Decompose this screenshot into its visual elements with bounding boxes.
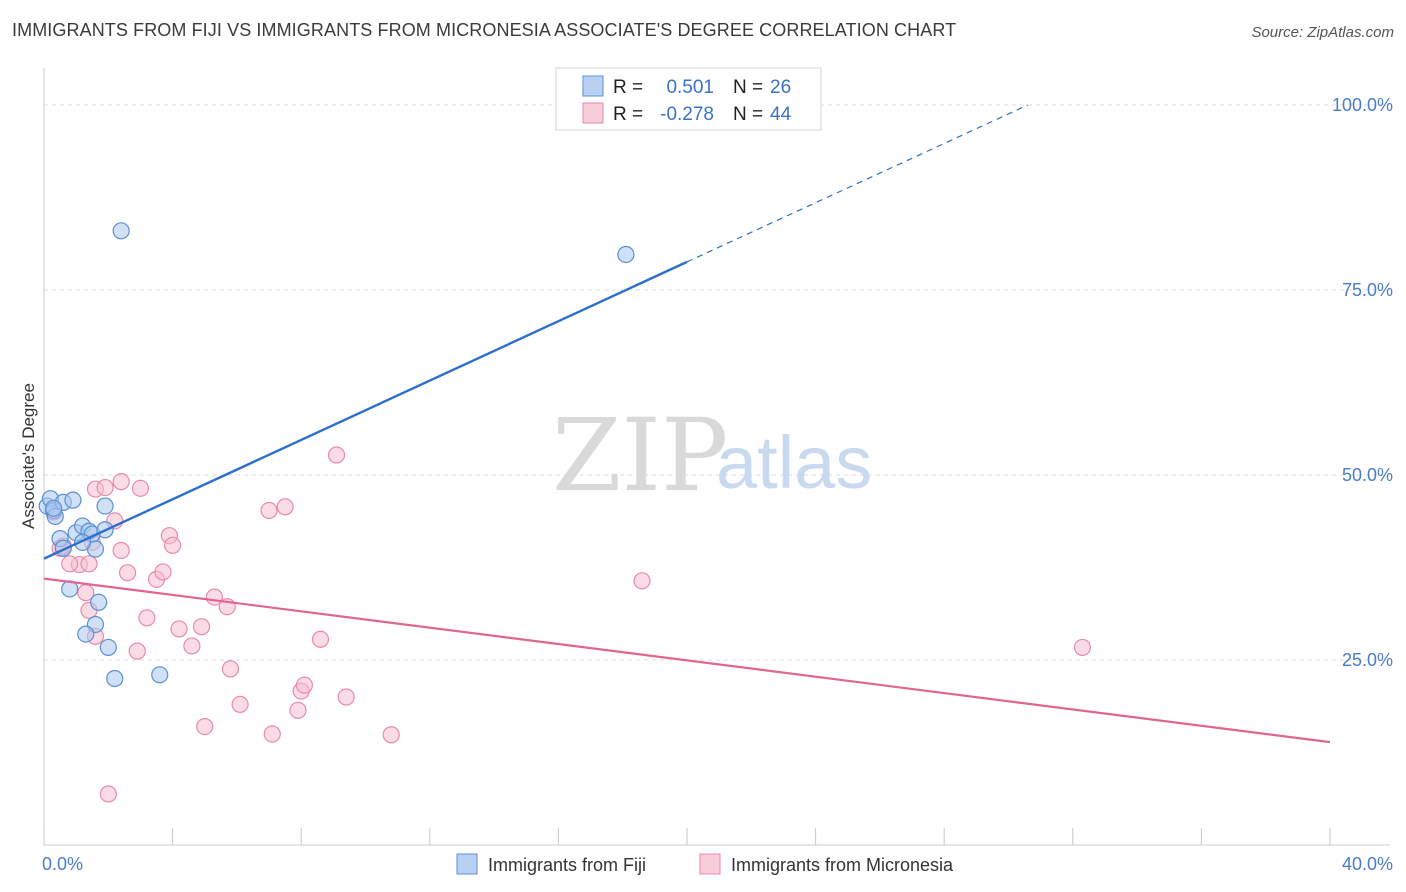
micronesia-point bbox=[61, 555, 79, 573]
y-tick-labels: 25.0% 50.0% 75.0% 100.0% bbox=[1332, 95, 1393, 670]
legend-fiji-r-value: 0.501 bbox=[666, 77, 714, 98]
stats-legend: R = 0.501 N = 26 R = -0.278 N = 44 bbox=[555, 67, 822, 131]
fiji-point bbox=[77, 625, 95, 643]
legend-micro-n-value: 44 bbox=[770, 104, 792, 125]
micronesia-point bbox=[118, 564, 137, 582]
micronesia-point bbox=[337, 688, 355, 706]
micronesia-point bbox=[96, 478, 114, 497]
fiji-trend-line bbox=[43, 260, 688, 560]
micronesia-point bbox=[289, 701, 307, 719]
micronesia-point bbox=[138, 609, 156, 627]
fiji-point bbox=[99, 638, 117, 657]
micronesia-point bbox=[633, 572, 651, 590]
micronesia-point bbox=[311, 630, 330, 648]
legend-fiji-r-label: R = bbox=[613, 77, 643, 98]
y-tick-label-75: 75.0% bbox=[1342, 280, 1393, 300]
micronesia-point bbox=[164, 536, 182, 554]
legend-fiji-n-value: 26 bbox=[770, 77, 791, 98]
x-tick-label-max: 40.0% bbox=[1342, 854, 1393, 874]
micronesia-point bbox=[221, 660, 240, 678]
micronesia-point bbox=[276, 498, 294, 516]
micronesia-point bbox=[263, 725, 281, 743]
legend-micro-r-value: -0.278 bbox=[660, 104, 714, 125]
legend-micro-n-label: N = bbox=[733, 104, 763, 125]
fiji-point bbox=[112, 222, 130, 240]
y-tick-label-25: 25.0% bbox=[1342, 650, 1393, 670]
micronesia-point bbox=[131, 479, 150, 497]
gridlines bbox=[44, 104, 1390, 661]
fiji-point bbox=[151, 666, 169, 684]
fiji-trend-extension bbox=[686, 104, 1029, 263]
bottom-legend-swatch-fiji bbox=[456, 853, 478, 875]
fiji-point bbox=[96, 497, 114, 515]
series-legend: Immigrants from Fiji Immigrants from Mic… bbox=[456, 853, 954, 875]
micronesia-point bbox=[327, 446, 346, 464]
micronesia-point bbox=[128, 642, 146, 660]
micronesia-point bbox=[112, 541, 130, 560]
watermark-atlas: atlas bbox=[716, 421, 872, 504]
legend-swatch-fiji bbox=[582, 75, 604, 97]
watermark-zip: ZIP bbox=[552, 397, 728, 514]
fiji-point bbox=[64, 491, 82, 509]
fiji-point bbox=[106, 669, 124, 688]
micronesia-point bbox=[99, 785, 117, 803]
micronesia-point bbox=[154, 563, 172, 581]
micronesia-point bbox=[192, 618, 211, 636]
micronesia-point bbox=[295, 676, 314, 694]
bottom-legend-swatch-micronesia bbox=[699, 853, 721, 875]
source-label: Source: ZipAtlas.com bbox=[1251, 24, 1394, 41]
y-axis-label: Associate's Degree bbox=[19, 383, 38, 529]
trend-lines bbox=[43, 104, 1331, 744]
micronesia-point bbox=[112, 473, 130, 491]
chart-title: IMMIGRANTS FROM FIJI VS IMMIGRANTS FROM … bbox=[12, 20, 957, 40]
bottom-legend-micronesia: Immigrants from Micronesia bbox=[731, 855, 954, 875]
fiji-point bbox=[45, 499, 63, 517]
x-axis-ticks bbox=[43, 828, 1331, 845]
fiji-points bbox=[38, 222, 635, 688]
y-tick-label-100: 100.0% bbox=[1332, 95, 1393, 115]
x-tick-label-min: 0.0% bbox=[42, 854, 83, 874]
micronesia-point bbox=[196, 717, 214, 736]
bottom-legend-fiji: Immigrants from Fiji bbox=[488, 855, 646, 875]
micronesia-point bbox=[170, 620, 188, 638]
fiji-point bbox=[90, 593, 108, 611]
micronesia-point bbox=[231, 695, 249, 714]
micronesia-point bbox=[183, 637, 201, 655]
micronesia-point bbox=[1073, 638, 1092, 657]
fiji-point bbox=[617, 245, 635, 264]
legend-micro-r-label: R = bbox=[613, 104, 643, 125]
legend-swatch-micronesia bbox=[582, 102, 604, 124]
micronesia-point bbox=[260, 501, 278, 520]
micronesia-point bbox=[382, 726, 400, 744]
y-tick-label-50: 50.0% bbox=[1342, 465, 1393, 485]
micronesia-trend-line bbox=[43, 577, 1331, 744]
micronesia-point bbox=[80, 555, 98, 573]
legend-fiji-n-label: N = bbox=[733, 77, 763, 98]
